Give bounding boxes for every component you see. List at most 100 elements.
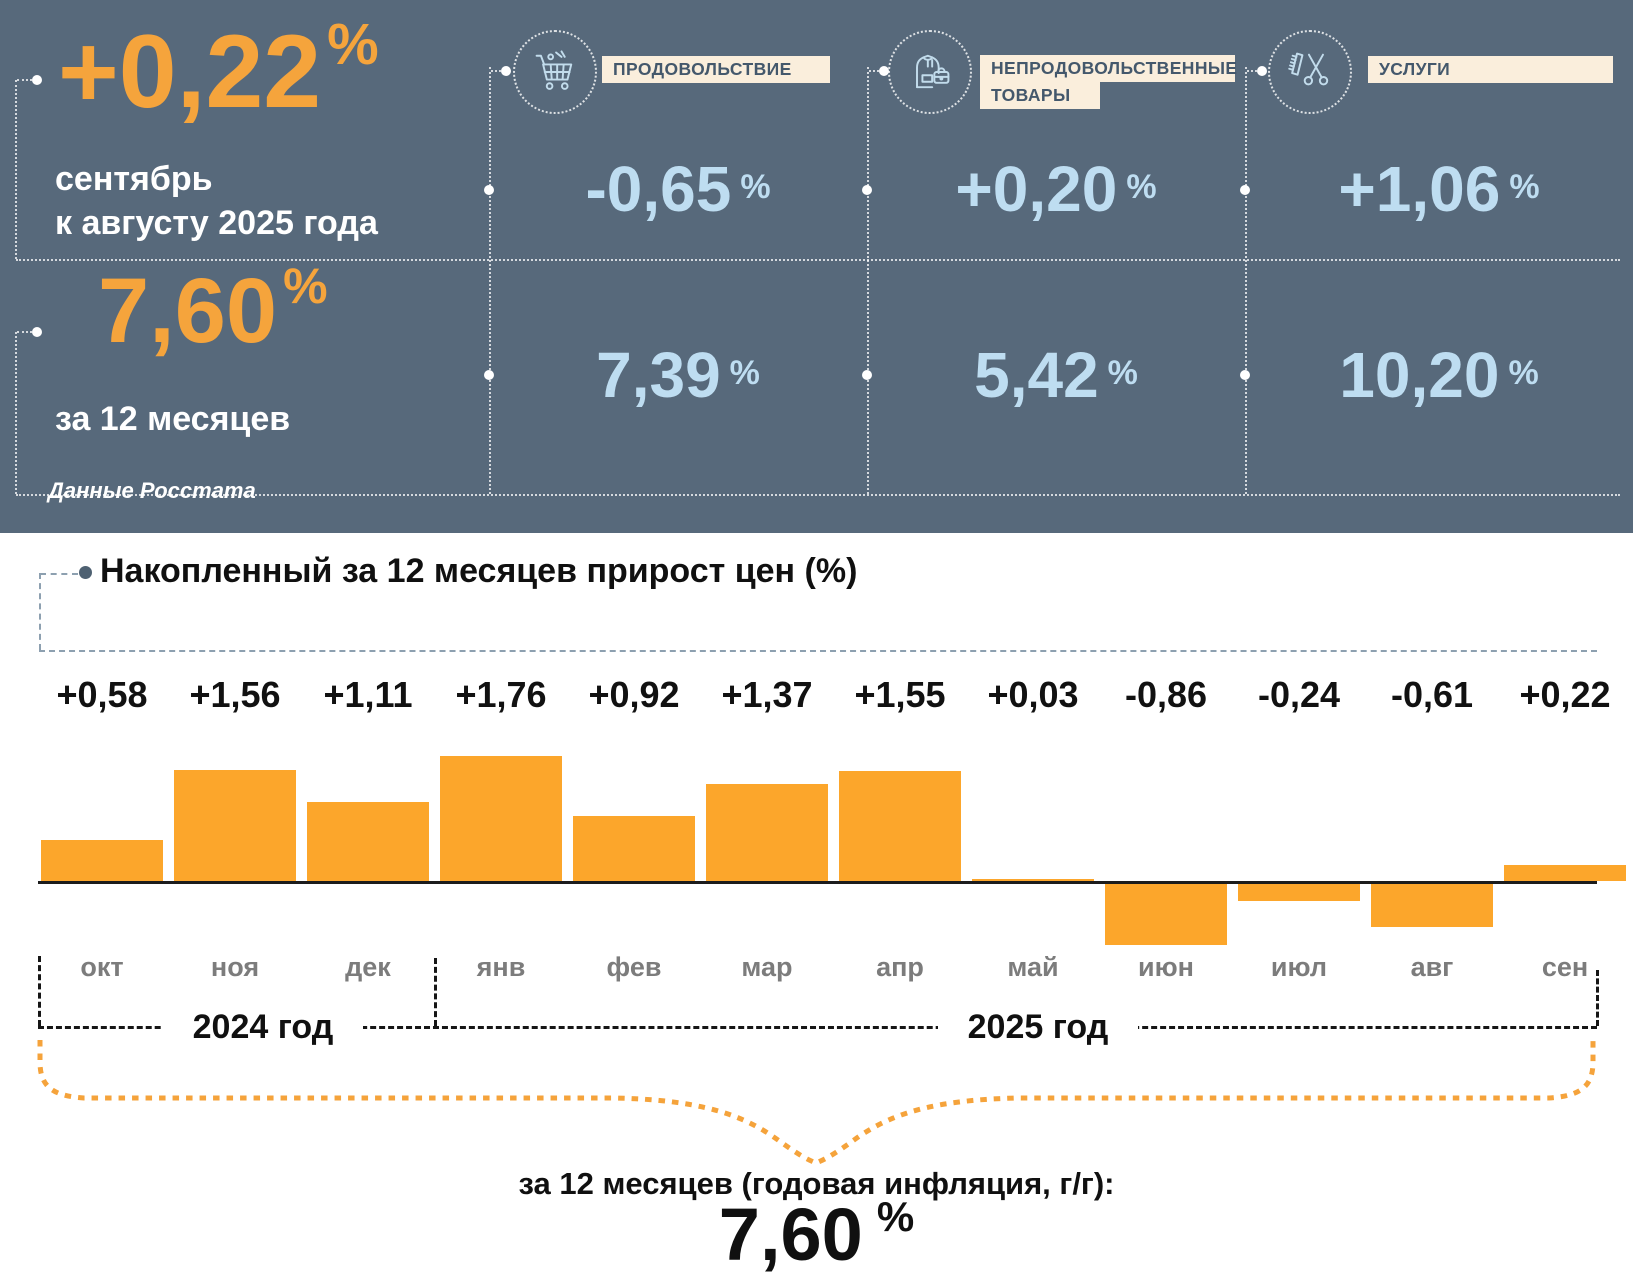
value-text: +1,06 bbox=[1338, 153, 1501, 225]
dashed-connector bbox=[39, 573, 41, 650]
dot-marker bbox=[484, 185, 494, 195]
x-axis bbox=[38, 881, 1597, 884]
value-text: +0,20 bbox=[955, 153, 1118, 225]
label-line: НЕПРОДОВОЛЬСТВЕННЫЕ bbox=[980, 55, 1237, 82]
bar bbox=[1105, 884, 1227, 945]
value-text: 5,42 bbox=[974, 339, 1099, 411]
bar-value-label: -0,61 bbox=[1390, 674, 1474, 715]
dot-marker bbox=[1240, 185, 1250, 195]
value-text: 10,20 bbox=[1339, 339, 1500, 411]
month-label: мар bbox=[741, 952, 793, 982]
dashed-connector bbox=[40, 573, 78, 575]
label-line: УСЛУГИ bbox=[1368, 56, 1613, 83]
month-label: май bbox=[1007, 952, 1059, 982]
category-label-nonfood: НЕПРОДОВОЛЬСТВЕННЫЕ ТОВАРЫ bbox=[980, 55, 1237, 109]
value-text: -0,65 bbox=[585, 153, 732, 225]
dot-marker bbox=[484, 370, 494, 380]
dotted-line bbox=[15, 332, 17, 494]
label-line: ТОВАРЫ bbox=[980, 82, 1100, 109]
percent-sign: % bbox=[1508, 354, 1539, 392]
category-label-services: УСЛУГИ bbox=[1368, 56, 1613, 83]
value-text: +0,22 bbox=[58, 14, 322, 130]
nonfood-annual-value: 5,42% bbox=[867, 338, 1245, 412]
value-text: 7,60 bbox=[718, 1193, 863, 1276]
services-annual-value: 10,20% bbox=[1245, 338, 1633, 412]
percent-sign: % bbox=[1509, 168, 1540, 206]
annual-inflation-total: 7,60% bbox=[0, 1193, 1633, 1272]
bar-value-label: +1,76 bbox=[455, 674, 547, 715]
year-divider-tick bbox=[434, 958, 437, 1026]
services-icon-circle bbox=[1268, 30, 1352, 114]
bar-value-label: +0,22 bbox=[1519, 674, 1611, 715]
dotted-leader bbox=[17, 331, 32, 333]
bar-value-label: +0,58 bbox=[56, 674, 148, 715]
dot-marker bbox=[501, 66, 511, 76]
monthly-caption: сентябрь к августу 2025 года bbox=[55, 158, 378, 245]
header-panel bbox=[0, 0, 1633, 533]
value-text: 7,60 bbox=[98, 260, 278, 362]
column-separator bbox=[1245, 67, 1247, 494]
bar bbox=[1371, 884, 1493, 927]
chart-title: Накопленный за 12 месяцев прирост цен (%… bbox=[100, 552, 858, 590]
caption-line: сентябрь bbox=[55, 160, 213, 198]
percent-sign: % bbox=[327, 12, 379, 77]
year-tick bbox=[1596, 970, 1599, 1026]
bar bbox=[706, 784, 828, 881]
year-dashed-line bbox=[38, 1026, 1597, 1029]
bar bbox=[174, 770, 296, 881]
dashed-rule bbox=[39, 650, 1597, 652]
dotted-line bbox=[15, 80, 17, 259]
services-monthly-value: +1,06% bbox=[1245, 152, 1633, 226]
bar bbox=[839, 771, 961, 881]
annual-caption: за 12 месяцев bbox=[55, 400, 291, 438]
category-label-food: ПРОДОВОЛЬСТВИЕ bbox=[602, 56, 830, 83]
bar bbox=[972, 879, 1094, 881]
bar bbox=[440, 756, 562, 881]
month-label: июл bbox=[1270, 952, 1328, 982]
percent-sign: % bbox=[283, 258, 328, 314]
row-divider bbox=[16, 259, 1620, 261]
annual-inflation-caption: за 12 месяцев (годовая инфляция, г/г): bbox=[518, 1166, 1115, 1201]
bar-value-label: +0,92 bbox=[588, 674, 680, 715]
bar-value-label: +0,03 bbox=[987, 674, 1079, 715]
bar bbox=[41, 840, 163, 881]
percent-sign: % bbox=[876, 1193, 915, 1240]
dot-marker bbox=[1257, 66, 1267, 76]
value-text: 7,39 bbox=[596, 339, 721, 411]
clothing-bag-icon bbox=[916, 54, 950, 89]
row-divider bbox=[16, 494, 1620, 496]
dotted-leader bbox=[869, 70, 883, 72]
data-source: Данные Росстата bbox=[48, 478, 256, 503]
dotted-leader bbox=[17, 79, 32, 81]
year-label-2024: 2024 год bbox=[163, 1008, 363, 1046]
bar-value-label: -0,24 bbox=[1257, 674, 1341, 715]
month-label: апр bbox=[876, 952, 924, 982]
nonfood-icon-circle bbox=[888, 30, 972, 114]
dotted-leader bbox=[491, 70, 505, 72]
bar bbox=[1504, 865, 1626, 881]
column-separator bbox=[489, 67, 491, 494]
bar bbox=[573, 816, 695, 881]
food-icon-circle bbox=[513, 30, 597, 114]
annual-inflation-value: 7,60% bbox=[98, 261, 328, 357]
dot-marker bbox=[1240, 370, 1250, 380]
month-label: авг bbox=[1410, 952, 1454, 982]
percent-sign: % bbox=[1107, 354, 1138, 392]
monthly-inflation-value: +0,22% bbox=[58, 16, 379, 125]
year-label-2025: 2025 год bbox=[938, 1008, 1138, 1046]
label-line: ПРОДОВОЛЬСТВИЕ bbox=[602, 56, 830, 83]
dot-marker bbox=[862, 185, 872, 195]
month-label: июн bbox=[1138, 952, 1194, 982]
percent-sign: % bbox=[740, 168, 771, 206]
food-monthly-value: -0,65% bbox=[489, 152, 867, 226]
title-bullet bbox=[79, 566, 92, 579]
scissors-comb-icon bbox=[1288, 52, 1329, 86]
dot-marker bbox=[32, 327, 42, 337]
bar-value-label: +1,11 bbox=[323, 674, 413, 715]
year-tick bbox=[38, 956, 41, 1026]
bar-value-label: +1,37 bbox=[721, 674, 813, 715]
month-label: янв bbox=[476, 952, 526, 982]
column-separator bbox=[867, 67, 869, 494]
dot-marker bbox=[862, 370, 872, 380]
